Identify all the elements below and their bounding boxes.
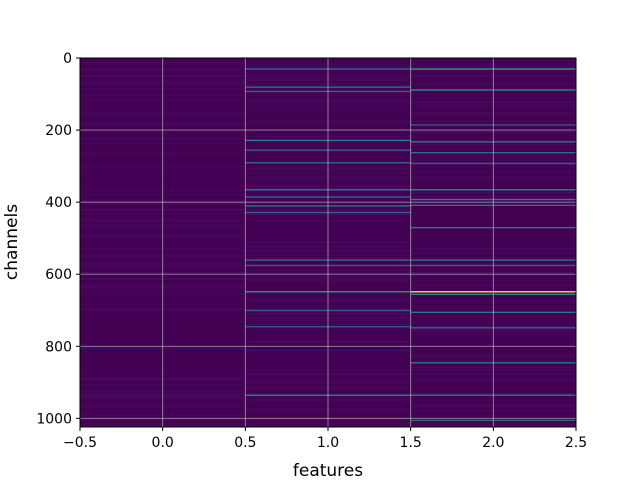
- y-tick-label: 200: [45, 123, 72, 139]
- y-tick-label: 800: [45, 339, 72, 355]
- x-tick-label: 0.0: [152, 435, 174, 451]
- x-tick-label: 1.0: [317, 435, 339, 451]
- x-axis-label: features: [293, 461, 363, 480]
- y-tick-label: 1000: [36, 411, 72, 427]
- y-axis: 0 200 400 600 800 1000: [36, 51, 80, 427]
- x-tick-label: 2.0: [482, 435, 504, 451]
- x-tick-label: 1.5: [400, 435, 422, 451]
- y-axis-label: channels: [2, 204, 22, 280]
- y-tick-label: 400: [45, 195, 72, 211]
- y-tick-label: 0: [63, 51, 72, 67]
- x-tick-label: 0.5: [234, 435, 256, 451]
- x-tick-label: 2.5: [565, 435, 587, 451]
- y-tick-label: 600: [45, 267, 72, 283]
- x-tick-label: −0.5: [63, 435, 97, 451]
- x-axis: −0.5 0.0 0.5 1.0 1.5 2.0 2.5: [63, 427, 587, 451]
